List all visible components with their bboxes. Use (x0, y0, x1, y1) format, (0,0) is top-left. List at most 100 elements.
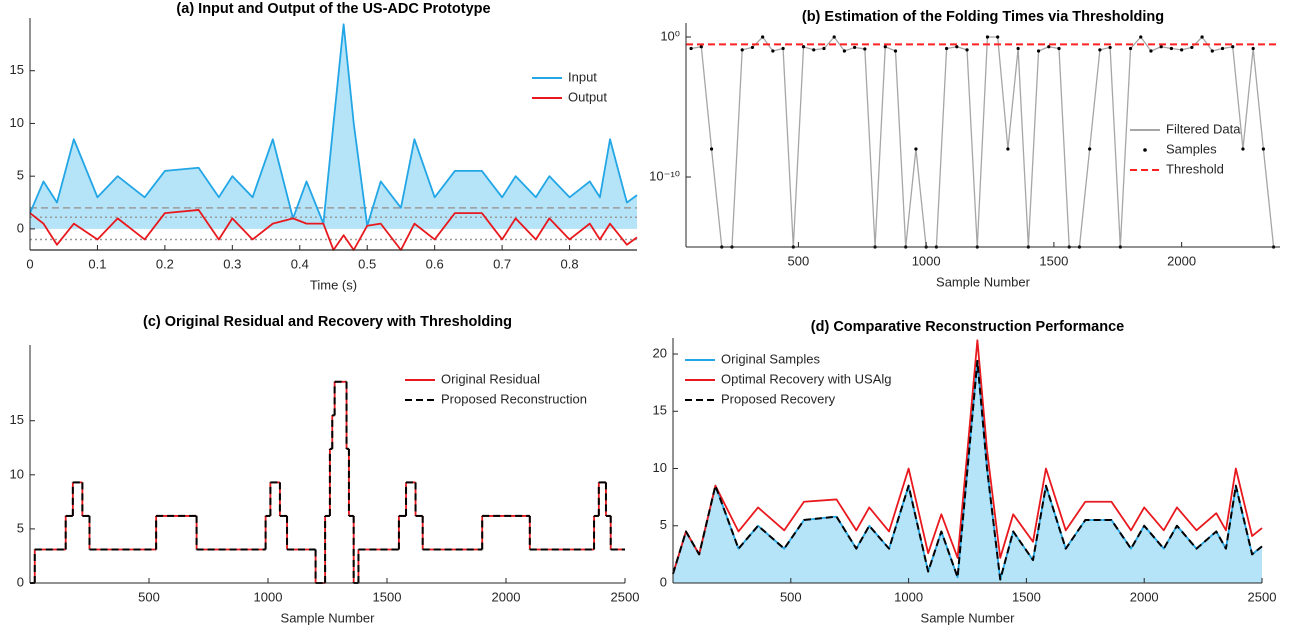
sample-point (689, 46, 693, 51)
series-line (672, 359, 1263, 581)
y-tick-label: 0 (660, 574, 667, 589)
x-tick-label: 0.5 (358, 256, 376, 271)
y-tick-label: 0 (17, 574, 24, 589)
legend-label: Original Samples (721, 351, 820, 366)
y-tick-label: 15 (10, 412, 24, 427)
sample-point (832, 35, 836, 39)
legend-swatch (1143, 148, 1147, 152)
sample-point (1006, 147, 1010, 151)
x-tick-label: 2000 (1130, 589, 1159, 604)
sample-point (863, 47, 867, 51)
x-axis-label: Time (s) (310, 277, 357, 292)
y-tick-label: 5 (660, 517, 667, 532)
x-tick-label: 1500 (373, 589, 402, 604)
sample-point (1108, 45, 1112, 50)
sample-point (1098, 48, 1102, 52)
x-tick-label: 0.7 (493, 256, 511, 271)
x-tick-label: 500 (788, 253, 810, 268)
y-tick-label: 20 (653, 345, 667, 360)
sample-point (1016, 46, 1020, 51)
x-tick-label: 0.8 (561, 256, 579, 271)
panel-title: (b) Estimation of the Folding Times via … (802, 9, 1164, 25)
sample-point (709, 147, 714, 151)
panel-title: (d) Comparative Reconstruction Performan… (811, 319, 1124, 335)
x-tick-label: 500 (780, 589, 802, 604)
sample-point (1220, 46, 1225, 51)
x-tick-label: 0.2 (156, 256, 174, 271)
legend-label: Samples (1166, 141, 1217, 156)
legend-label: Input (568, 69, 597, 84)
y-tick-label: 15 (10, 62, 24, 77)
sample-point (699, 45, 703, 49)
series-line (29, 209, 638, 251)
legend-label: Optimal Recovery with USAlg (721, 371, 892, 386)
sample-point (1139, 35, 1143, 39)
sample-point (1149, 49, 1153, 53)
x-axis-label: Sample Number (281, 610, 376, 625)
x-tick-label: 0.1 (88, 256, 106, 271)
legend-label: Original Residual (441, 371, 540, 386)
sample-point (1088, 147, 1092, 151)
sample-point (1251, 46, 1255, 51)
sample-point (996, 35, 1000, 39)
x-tick-label: 2000 (492, 589, 521, 604)
series-line (29, 23, 638, 227)
panel-title: (a) Input and Output of the US-ADC Proto… (176, 1, 490, 17)
x-tick-label: 1500 (1012, 589, 1041, 604)
legend-label: Filtered Data (1166, 121, 1241, 136)
sample-point (1231, 45, 1235, 49)
x-tick-label: 1500 (1039, 253, 1068, 268)
sample-point (822, 46, 826, 51)
x-tick-label: 1000 (912, 253, 941, 268)
x-tick-label: 500 (138, 589, 160, 604)
step-riser (33, 381, 612, 583)
sample-point (1180, 48, 1184, 52)
series-line (672, 339, 1263, 575)
sample-point (771, 49, 775, 53)
sample-point (1036, 49, 1041, 53)
sample-point (812, 48, 816, 52)
y-tick-label: 10⁻¹⁰ (649, 168, 680, 183)
x-tick-label: 1000 (254, 589, 283, 604)
sample-point (955, 45, 959, 49)
legend-label: Threshold (1166, 161, 1224, 176)
x-axis-label: Sample Number (936, 274, 1031, 289)
sample-point (1169, 46, 1174, 51)
legend-label: Output (568, 89, 607, 104)
legend-label: Proposed Reconstruction (441, 391, 587, 406)
sample-point (985, 35, 990, 39)
x-tick-label: 0.3 (223, 256, 241, 271)
panel-title: (c) Original Residual and Recovery with … (143, 314, 512, 330)
y-tick-label: 10 (653, 460, 667, 475)
sample-point (1261, 147, 1265, 151)
x-tick-label: 2000 (1167, 253, 1196, 268)
series-line (691, 36, 1275, 248)
y-tick-label: 15 (653, 403, 667, 418)
x-tick-label: 2500 (611, 589, 640, 604)
sample-point (914, 147, 918, 151)
sample-point (750, 45, 755, 50)
y-tick-label: 10⁰ (660, 28, 680, 43)
sample-point (1159, 45, 1163, 49)
sample-point (1200, 35, 1204, 39)
sample-point (883, 45, 887, 49)
sample-point (1210, 49, 1214, 53)
y-tick-label: 0 (17, 220, 24, 235)
sample-point (781, 46, 785, 51)
x-tick-label: 0 (26, 256, 33, 271)
sample-point (1190, 45, 1194, 50)
sample-point (1047, 45, 1051, 49)
sample-point (801, 45, 806, 49)
sample-point (965, 48, 969, 52)
y-tick-label: 10 (10, 466, 24, 481)
legend-label: Proposed Recovery (721, 391, 836, 406)
sample-point (1241, 147, 1245, 151)
x-tick-label: 0.6 (426, 256, 444, 271)
x-tick-label: 2500 (1248, 589, 1277, 604)
sample-point (842, 49, 847, 53)
x-axis-label: Sample Number (921, 610, 1016, 625)
sample-point (1128, 46, 1133, 51)
sample-point (944, 46, 949, 51)
sample-point (740, 48, 744, 52)
